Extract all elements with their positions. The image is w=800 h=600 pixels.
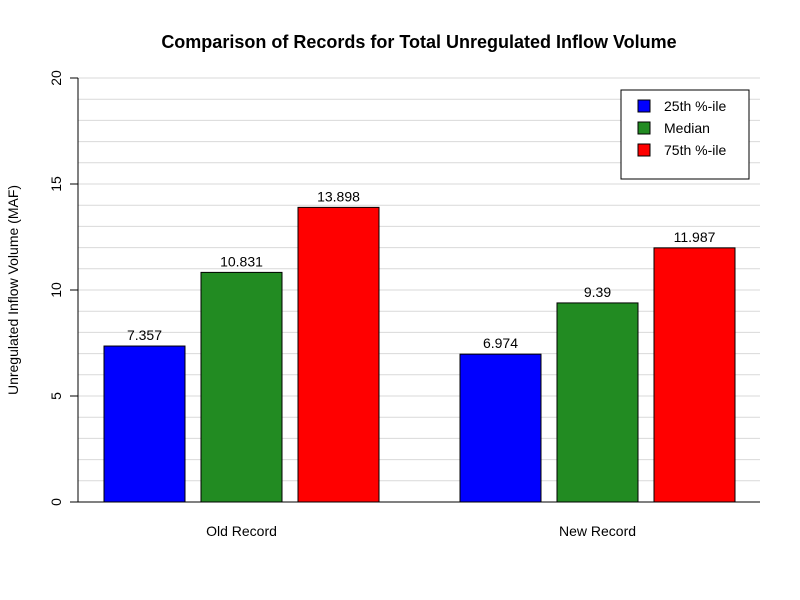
chart-title: Comparison of Records for Total Unregula… [161, 32, 676, 52]
legend-label: 75th %-ile [664, 142, 726, 158]
y-axis-label: Unregulated Inflow Volume (MAF) [5, 185, 21, 395]
y-axis: 0 5 10 15 20 [48, 70, 760, 506]
y-tick-label: 20 [48, 70, 64, 86]
bar-value-label: 6.974 [483, 335, 518, 351]
legend-label: 25th %-ile [664, 98, 726, 114]
y-tick-label: 0 [48, 498, 64, 506]
bar [653, 247, 736, 503]
gridlines [78, 77, 760, 482]
bars: 7.357 10.831 13.898 6.974 9.39 11.987 [103, 188, 736, 503]
x-category-label: New Record [559, 523, 636, 539]
bar [297, 206, 380, 503]
bar-value-label: 10.831 [220, 253, 263, 269]
x-axis-categories: Old Record New Record [206, 523, 636, 539]
bar [200, 271, 283, 503]
legend-swatch [637, 121, 651, 135]
bar-value-label: 7.357 [127, 327, 162, 343]
y-tick-label: 10 [48, 282, 64, 298]
legend-swatch [637, 143, 651, 157]
y-tick-label: 15 [48, 176, 64, 192]
legend: 25th %-ile Median 75th %-ile [620, 89, 750, 180]
bar [459, 353, 542, 503]
legend-label: Median [664, 120, 710, 136]
bar-value-label: 9.39 [584, 284, 611, 300]
x-category-label: Old Record [206, 523, 277, 539]
y-tick-label: 5 [48, 392, 64, 400]
bar [556, 302, 639, 503]
bar [103, 345, 186, 503]
legend-swatch [637, 99, 651, 113]
bar-value-label: 13.898 [317, 188, 360, 204]
bar-value-label: 11.987 [674, 229, 716, 245]
